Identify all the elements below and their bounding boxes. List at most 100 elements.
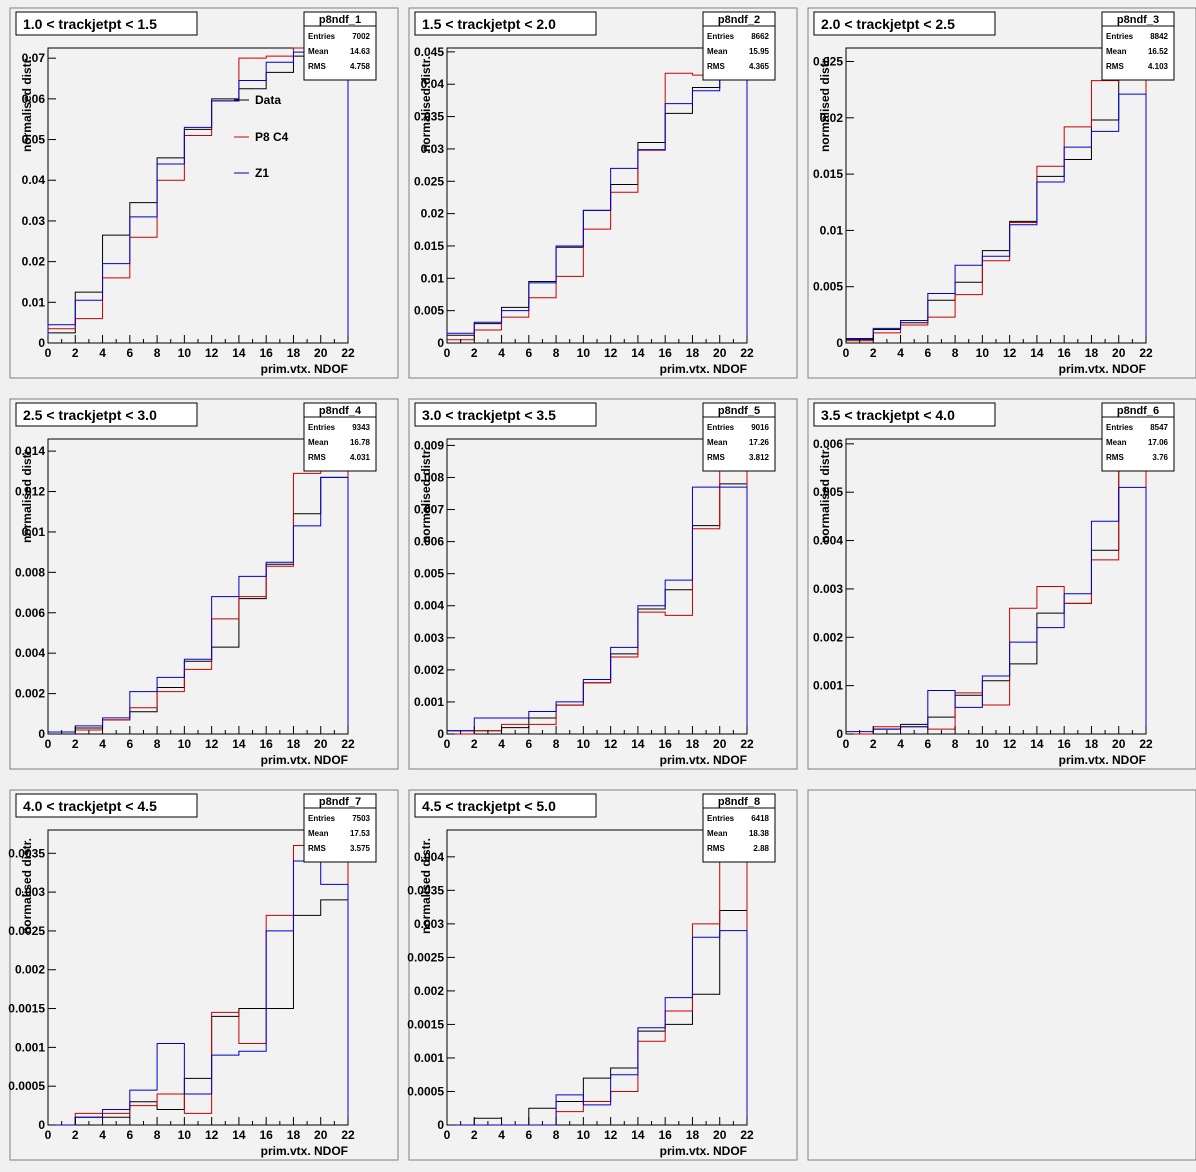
stats-label: RMS xyxy=(707,62,725,71)
histogram-series-line xyxy=(446,50,748,343)
x-tick-label: 16 xyxy=(659,346,673,360)
y-tick-label: 0.03 xyxy=(421,142,445,156)
title-box xyxy=(414,402,597,427)
stats-name: p8ndf_8 xyxy=(718,796,760,808)
panel-title: 4.0 < trackjetpt < 4.5 xyxy=(23,798,157,814)
x-axis-title: prim.vtx. NDOF xyxy=(660,362,747,376)
y-tick-label: 0.0005 xyxy=(407,1084,444,1098)
x-tick-label: 8 xyxy=(952,737,959,751)
stats-label: Entries xyxy=(308,814,336,823)
x-tick-label: 6 xyxy=(525,1128,532,1142)
y-tick-label: 0.045 xyxy=(414,45,444,59)
stats-name: p8ndf_2 xyxy=(718,14,760,26)
x-tick-label: 10 xyxy=(577,346,591,360)
x-axis-title: prim.vtx. NDOF xyxy=(660,1144,747,1158)
x-tick-label: 8 xyxy=(154,346,161,360)
x-tick-label: 20 xyxy=(713,737,727,751)
x-tick-label: 4 xyxy=(498,346,505,360)
y-axis-title: normalised distr. xyxy=(20,447,34,543)
stats-value: 8662 xyxy=(751,32,769,41)
x-axis-title: prim.vtx. NDOF xyxy=(660,753,747,767)
y-tick-label: 0.0035 xyxy=(407,883,444,897)
stats-box xyxy=(702,402,776,472)
stats-box xyxy=(1101,402,1175,472)
histogram-series-line xyxy=(447,930,748,1126)
y-tick-label: 0.002 xyxy=(414,984,444,998)
x-tick-label: 6 xyxy=(525,737,532,751)
y-tick-label: 0.002 xyxy=(15,963,45,977)
x-tick-label: 6 xyxy=(924,737,931,751)
histogram-series-line xyxy=(47,51,349,343)
stats-value: 16.78 xyxy=(350,438,371,447)
panel-title: 3.0 < trackjetpt < 3.5 xyxy=(422,407,556,423)
stats-label: Entries xyxy=(1106,32,1134,41)
y-axis-title: normalised distr. xyxy=(419,447,433,543)
x-tick-label: 20 xyxy=(713,346,727,360)
x-tick-label: 16 xyxy=(659,1128,673,1142)
stats-label: Mean xyxy=(707,829,728,838)
y-tick-label: 0.005 xyxy=(414,304,444,318)
x-tick-label: 2 xyxy=(870,346,877,360)
histogram-panel: 0 2 4 6 8 10 12 14 16 18 20 22 0 0.002 0.004 0.006 0.008… xyxy=(15,402,377,767)
y-tick-label: 0.01 xyxy=(22,525,46,539)
panel-title: 1.5 < trackjetpt < 2.0 xyxy=(422,16,556,32)
x-tick-label: 0 xyxy=(45,1128,52,1142)
y-tick-label: 0.035 xyxy=(414,110,444,124)
x-axis-title: prim.vtx. NDOF xyxy=(261,1144,348,1158)
stats-value: 3.76 xyxy=(1152,453,1168,462)
histogram-panel: 0 2 4 6 8 10 12 14 16 18 20 22 0 0.005 0.01 0.015 0.02 0.… xyxy=(813,11,1175,376)
x-tick-label: 0 xyxy=(45,737,52,751)
stats-box xyxy=(702,11,776,81)
stats-label: RMS xyxy=(308,453,326,462)
title-box xyxy=(414,793,597,818)
x-tick-label: 8 xyxy=(553,737,560,751)
x-tick-label: 14 xyxy=(232,1128,246,1142)
histogram-panel: 0 2 4 6 8 10 12 14 16 18 20 22 0 0.01 0.02 0.03 0.04 0.05… xyxy=(15,11,377,376)
x-tick-label: 20 xyxy=(314,737,328,751)
x-tick-label: 20 xyxy=(314,346,328,360)
stats-name: p8ndf_7 xyxy=(319,796,361,808)
x-tick-label: 22 xyxy=(341,346,355,360)
legend-label: Z1 xyxy=(255,166,269,180)
x-tick-label: 16 xyxy=(1058,737,1072,751)
x-tick-label: 22 xyxy=(341,1128,355,1142)
y-tick-label: 0.004 xyxy=(414,850,444,864)
stats-label: RMS xyxy=(707,453,725,462)
x-tick-label: 6 xyxy=(924,346,931,360)
y-tick-label: 0.04 xyxy=(421,77,445,91)
y-tick-label: 0.008 xyxy=(15,565,45,579)
x-tick-label: 0 xyxy=(444,346,451,360)
x-tick-label: 20 xyxy=(713,1128,727,1142)
x-tick-label: 12 xyxy=(1003,737,1017,751)
stats-name: p8ndf_1 xyxy=(319,14,361,26)
stats-box xyxy=(303,402,377,472)
y-tick-label: 0.005 xyxy=(813,485,843,499)
x-tick-label: 16 xyxy=(659,737,673,751)
x-tick-label: 16 xyxy=(260,346,274,360)
x-axis-title: prim.vtx. NDOF xyxy=(1059,753,1146,767)
stats-label: Entries xyxy=(707,423,735,432)
x-axis-title: prim.vtx. NDOF xyxy=(1059,362,1146,376)
histogram-series-line xyxy=(446,486,748,734)
x-tick-label: 12 xyxy=(1003,346,1017,360)
y-tick-label: 0.003 xyxy=(15,885,45,899)
x-tick-label: 20 xyxy=(314,1128,328,1142)
stats-value: 15.95 xyxy=(749,47,770,56)
stats-value: 4.365 xyxy=(749,62,770,71)
panel-title: 4.5 < trackjetpt < 5.0 xyxy=(422,798,556,814)
y-tick-label: 0 xyxy=(437,336,444,350)
histogram-series-line xyxy=(845,93,1147,343)
y-tick-label: 0.02 xyxy=(820,111,844,125)
y-tick-label: 0.004 xyxy=(813,534,843,548)
y-axis-title: normalised distr. xyxy=(419,56,433,152)
title-box xyxy=(15,793,198,818)
x-tick-label: 10 xyxy=(178,1128,192,1142)
y-tick-label: 0 xyxy=(437,727,444,741)
y-tick-label: 0.006 xyxy=(414,535,444,549)
y-tick-label: 0.0005 xyxy=(8,1079,45,1093)
y-tick-label: 0 xyxy=(836,336,843,350)
y-tick-label: 0.025 xyxy=(414,174,444,188)
title-box xyxy=(15,402,198,427)
title-box xyxy=(414,11,597,36)
stats-value: 17.06 xyxy=(1148,438,1169,447)
